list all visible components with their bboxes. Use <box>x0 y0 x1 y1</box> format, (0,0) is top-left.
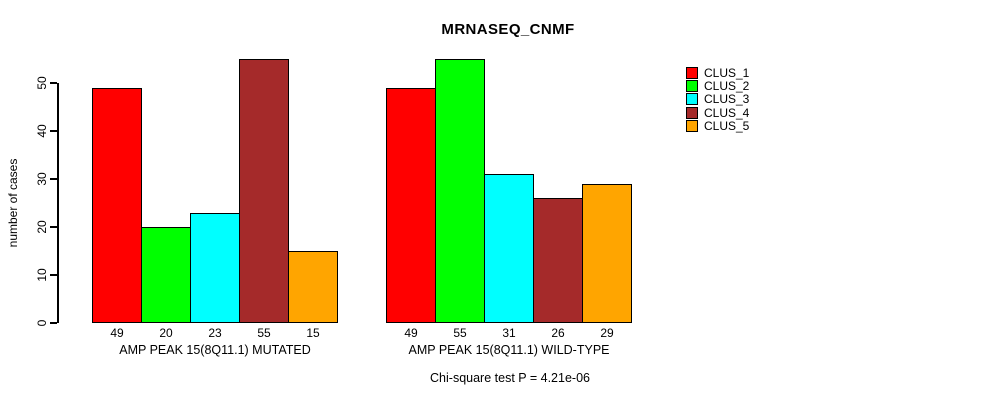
legend-swatch-icon <box>686 120 698 133</box>
bar-value-label: 55 <box>453 326 467 340</box>
y-axis-line <box>57 83 59 323</box>
y-tick-mark <box>50 274 57 276</box>
legend-label: CLUS_2 <box>704 79 750 94</box>
y-tick-label: 10 <box>35 268 49 282</box>
bar-value-label: 23 <box>208 326 222 340</box>
y-tick-label: 20 <box>35 220 49 234</box>
y-tick-mark <box>50 178 57 180</box>
bar-clus_1-group0 <box>92 87 142 323</box>
legend-label: CLUS_5 <box>704 119 750 134</box>
legend-row: CLUS_1 <box>686 65 750 80</box>
bar-value-label: 15 <box>306 326 320 340</box>
legend-row: CLUS_5 <box>686 119 750 134</box>
bar-value-label: 31 <box>502 326 516 340</box>
y-tick-label: 40 <box>35 124 49 138</box>
bar-clus_5-group1 <box>582 183 632 323</box>
bar-value-label: 49 <box>110 326 124 340</box>
bar-clus_3-group0 <box>190 212 240 323</box>
legend: CLUS_1 CLUS_2 CLUS_3 CLUS_4 CLUS_5 <box>686 66 749 133</box>
group-label-mutated: AMP PEAK 15(8Q11.1) MUTATED <box>119 343 311 357</box>
legend-label: CLUS_4 <box>704 105 750 120</box>
bar-clus_5-group0 <box>288 251 338 323</box>
y-tick-mark <box>50 322 57 324</box>
legend-swatch-icon <box>686 80 698 93</box>
y-tick-label: 0 <box>35 319 49 327</box>
legend-row: CLUS_4 <box>686 105 750 120</box>
bar-clus_2-group0 <box>141 227 191 323</box>
legend-swatch-icon <box>686 106 698 119</box>
y-tick-label: 30 <box>35 172 49 186</box>
legend-label: CLUS_1 <box>704 65 750 80</box>
chart-title: MRNASEQ_CNMF <box>441 21 575 38</box>
legend-row: CLUS_3 <box>686 92 750 107</box>
y-tick-mark <box>50 226 57 228</box>
bar-clus_2-group1 <box>435 59 485 323</box>
legend-label: CLUS_3 <box>704 92 750 107</box>
bar-clus_4-group1 <box>533 198 583 323</box>
legend-swatch-icon <box>686 66 698 79</box>
legend-row: CLUS_2 <box>686 79 750 94</box>
y-tick-label: 50 <box>35 76 49 90</box>
legend-swatch-icon <box>686 93 698 106</box>
bar-value-label: 29 <box>600 326 614 340</box>
group-label-wild-type: AMP PEAK 15(8Q11.1) WILD-TYPE <box>408 343 610 357</box>
y-axis-label: number of cases <box>6 158 20 248</box>
bar-clus_3-group1 <box>484 174 534 323</box>
bar-value-label: 26 <box>551 326 565 340</box>
y-tick-mark <box>50 130 57 132</box>
bar-value-label: 55 <box>257 326 271 340</box>
bar-clus_1-group1 <box>386 87 436 323</box>
chi-square-note: Chi-square test P = 4.21e-06 <box>430 371 590 385</box>
y-tick-mark <box>50 82 57 84</box>
bar-clus_4-group0 <box>239 59 289 323</box>
bar-value-label: 49 <box>404 326 418 340</box>
bar-value-label: 20 <box>159 326 173 340</box>
